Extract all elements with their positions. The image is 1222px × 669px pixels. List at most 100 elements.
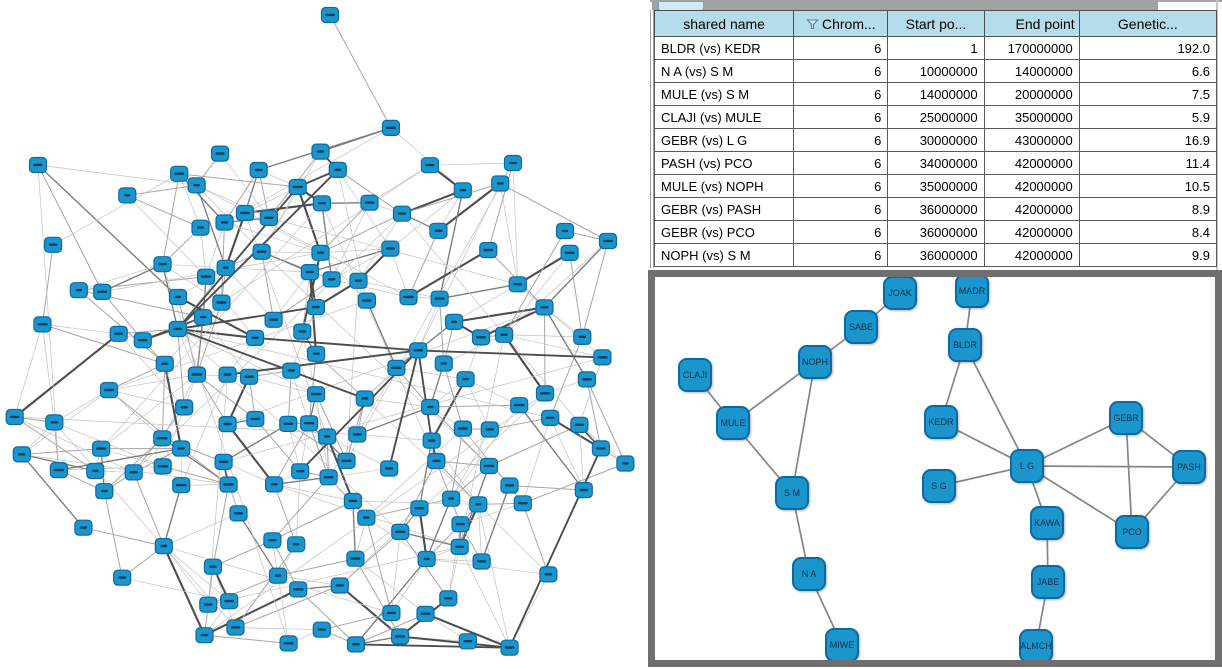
overview-node[interactable] (479, 242, 498, 259)
overview-node[interactable] (175, 399, 194, 416)
overview-node[interactable] (357, 509, 376, 526)
overview-node[interactable] (570, 416, 589, 433)
overview-node[interactable] (300, 264, 319, 281)
overview-node[interactable] (289, 581, 308, 598)
overview-node[interactable] (500, 477, 519, 494)
overview-node[interactable] (445, 313, 464, 330)
network-node-n-a[interactable]: N A (792, 557, 826, 591)
network-node-kedr[interactable]: KEDR (924, 405, 958, 439)
column-header-shared-name[interactable]: shared name (653, 10, 795, 37)
cell-value[interactable]: 36000000 (887, 243, 985, 267)
overview-node[interactable] (410, 500, 429, 517)
overview-node[interactable] (218, 416, 237, 433)
cell-value[interactable]: 36000000 (887, 197, 985, 221)
overview-node[interactable] (95, 483, 114, 500)
cell-value[interactable]: 6 (793, 197, 889, 221)
overview-node[interactable] (218, 366, 237, 383)
table-row[interactable]: BLDR (vs) KEDR 6 1 170000000 192.0 (653, 36, 1218, 60)
cell-value[interactable]: 14000000 (887, 82, 985, 106)
overview-node[interactable] (212, 294, 231, 311)
overview-node[interactable] (343, 492, 362, 510)
overview-node[interactable] (312, 621, 331, 638)
overview-node[interactable] (328, 161, 347, 178)
overview-node[interactable] (573, 328, 592, 345)
overview-network-canvas[interactable] (0, 0, 650, 669)
network-node-sabe[interactable]: SABE (844, 310, 878, 344)
cell-value[interactable]: 42000000 (983, 151, 1080, 175)
overview-node[interactable] (311, 143, 330, 160)
overview-node[interactable] (279, 415, 298, 432)
table-row[interactable]: PASH (vs) PCO 6 34000000 42000000 11.4 (653, 151, 1218, 175)
overview-node[interactable] (118, 187, 137, 204)
overview-node[interactable] (153, 458, 172, 475)
overview-node[interactable] (399, 289, 418, 306)
overview-node[interactable] (319, 469, 338, 486)
overview-node[interactable] (307, 345, 326, 362)
network-edge-noph-s-m[interactable] (791, 361, 816, 494)
overview-node[interactable] (491, 175, 510, 192)
overview-node[interactable] (513, 495, 532, 512)
cell-value[interactable]: 8.4 (1078, 220, 1218, 244)
cell-value[interactable]: 6 (793, 36, 889, 60)
overview-node[interactable] (282, 362, 301, 379)
overview-node[interactable] (495, 326, 514, 343)
overview-node[interactable] (43, 236, 63, 253)
cell-value[interactable]: 7.5 (1078, 82, 1218, 106)
cell-value[interactable]: 34000000 (887, 151, 985, 175)
overview-node[interactable] (574, 482, 593, 499)
overview-node[interactable] (300, 415, 319, 432)
overview-node[interactable] (74, 519, 93, 536)
network-node-pash[interactable]: PASH (1172, 450, 1206, 484)
overview-node[interactable] (535, 299, 554, 316)
overview-node[interactable] (330, 577, 349, 594)
cell-shared-name[interactable]: GEBR (vs) L G (653, 128, 795, 152)
cell-value[interactable]: 6 (793, 243, 889, 267)
cell-shared-name[interactable]: BLDR (vs) KEDR (653, 36, 795, 60)
column-header-start-po-[interactable]: Start po... (887, 10, 985, 37)
cell-value[interactable]: 35000000 (983, 105, 1080, 129)
network-node-s-m[interactable]: S M (775, 476, 809, 510)
overview-node[interactable] (203, 558, 222, 575)
overview-node[interactable] (616, 455, 635, 472)
overview-node[interactable] (235, 204, 255, 222)
overview-node[interactable] (422, 432, 441, 449)
network-node-miwe[interactable]: MIWE (825, 628, 859, 660)
overview-node[interactable] (591, 440, 611, 457)
overview-node[interactable] (535, 385, 555, 402)
overview-node[interactable] (480, 421, 499, 438)
cell-value[interactable]: 42000000 (983, 220, 1080, 244)
overview-node[interactable] (471, 329, 491, 346)
overview-node[interactable] (265, 476, 284, 493)
cell-value[interactable]: 6 (793, 105, 889, 129)
overview-node[interactable] (191, 219, 210, 236)
overview-node[interactable] (417, 550, 436, 568)
overview-node[interactable] (453, 420, 472, 437)
cell-shared-name[interactable]: GEBR (vs) PASH (653, 197, 795, 221)
overview-node[interactable] (249, 161, 268, 179)
cell-value[interactable]: 8.9 (1078, 197, 1218, 221)
overview-node[interactable] (197, 268, 216, 285)
overview-node[interactable] (86, 462, 105, 480)
table-row[interactable]: GEBR (vs) PCO 6 36000000 42000000 8.4 (653, 220, 1218, 244)
overview-node[interactable] (215, 214, 234, 231)
cell-value[interactable]: 35000000 (887, 174, 985, 198)
overview-node[interactable] (409, 342, 428, 359)
network-node-almch[interactable]: ALMCH (1019, 629, 1053, 660)
overview-node[interactable] (293, 323, 312, 340)
table-row[interactable]: GEBR (vs) PASH 6 36000000 42000000 8.9 (653, 197, 1218, 221)
overview-node[interactable] (263, 532, 282, 549)
cell-value[interactable]: 6 (793, 128, 889, 152)
network-node-kawa[interactable]: KAWA (1030, 506, 1064, 540)
cell-value[interactable]: 25000000 (887, 105, 985, 129)
cell-value[interactable]: 14000000 (983, 59, 1080, 83)
overview-node[interactable] (430, 290, 449, 307)
overview-node[interactable] (458, 633, 477, 650)
cell-value[interactable]: 6 (793, 59, 889, 83)
overview-node[interactable] (392, 205, 412, 222)
overview-node[interactable] (387, 359, 406, 376)
cell-value[interactable]: 10000000 (887, 59, 985, 83)
network-node-jabe[interactable]: JABE (1031, 565, 1065, 599)
cell-shared-name[interactable]: PASH (vs) PCO (653, 151, 795, 175)
overview-node[interactable] (348, 426, 367, 443)
overview-node[interactable] (500, 639, 519, 656)
